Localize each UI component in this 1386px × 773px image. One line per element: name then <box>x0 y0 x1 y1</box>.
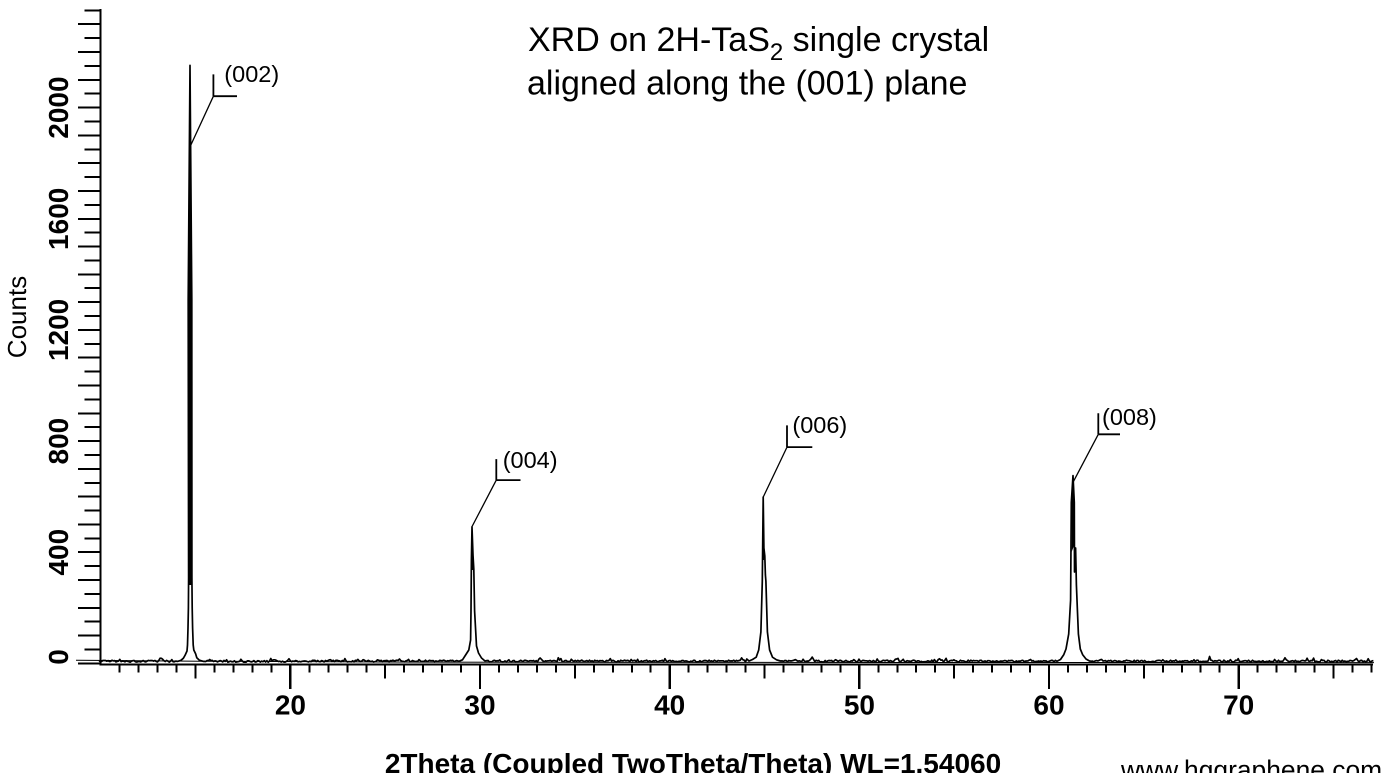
svg-text:60: 60 <box>1033 690 1064 721</box>
svg-text:www.hqgraphene.com: www.hqgraphene.com <box>1120 755 1382 773</box>
svg-text:1200: 1200 <box>43 299 74 361</box>
svg-text:(008): (008) <box>1102 404 1157 430</box>
svg-text:400: 400 <box>43 529 74 576</box>
svg-text:2000: 2000 <box>43 76 74 138</box>
svg-text:40: 40 <box>654 690 685 721</box>
svg-text:20: 20 <box>275 690 306 721</box>
svg-text:50: 50 <box>844 690 875 721</box>
svg-text:800: 800 <box>43 418 74 465</box>
svg-text:XRD on 2H-TaS2 single crystal: XRD on 2H-TaS2 single crystal <box>528 21 989 66</box>
svg-text:2Theta (Coupled TwoTheta/Theta: 2Theta (Coupled TwoTheta/Theta) WL=1.540… <box>385 748 1001 773</box>
svg-text:Counts: Counts <box>2 276 32 358</box>
svg-text:(006): (006) <box>792 412 847 438</box>
svg-text:aligned along the (001) plane: aligned along the (001) plane <box>527 65 967 103</box>
svg-text:1600: 1600 <box>43 188 74 250</box>
svg-text:(002): (002) <box>224 61 279 87</box>
svg-text:30: 30 <box>464 690 495 721</box>
svg-text:70: 70 <box>1223 690 1254 721</box>
svg-text:(004): (004) <box>503 447 558 473</box>
svg-text:0: 0 <box>43 649 74 665</box>
